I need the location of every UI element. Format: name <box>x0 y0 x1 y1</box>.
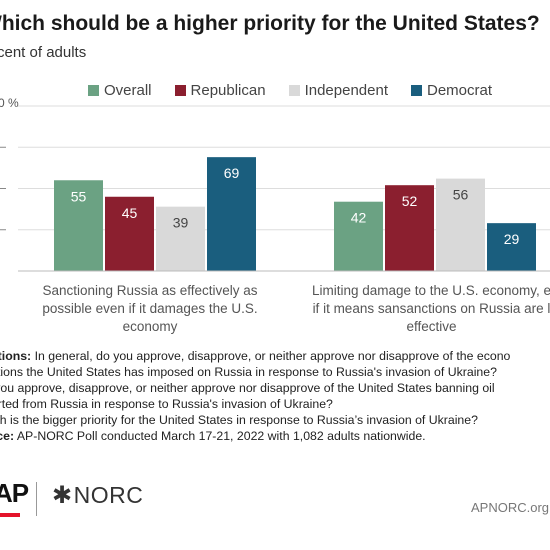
norc-logo: ✱ NORC <box>52 481 143 510</box>
bar-value-label: 45 <box>122 205 138 221</box>
legend-item-independent: Independent <box>288 82 388 99</box>
ap-logo: AP <box>0 478 29 508</box>
bar <box>436 178 485 271</box>
bar <box>487 223 536 271</box>
bar <box>156 206 205 271</box>
source-label: urce: <box>0 429 15 443</box>
bar-value-label: 42 <box>351 210 367 226</box>
norc-star-icon: ✱ <box>52 482 73 509</box>
bar-value-label: 29 <box>504 231 520 247</box>
source-line: urce: AP-NORC Poll conducted March 17-21… <box>0 428 550 444</box>
bar-value-label: 39 <box>173 215 189 231</box>
questions-label: estions: <box>0 349 32 363</box>
notes-line: nctions the United States has imposed on… <box>0 365 497 379</box>
chart-subtitle: rcent of adults <box>0 44 87 61</box>
legend-label: Republican <box>190 82 266 99</box>
bar <box>105 196 154 271</box>
source-text: AP-NORC Poll conducted March 17-21, 2022… <box>14 429 426 443</box>
chart-notes: estions: In general, do you approve, dis… <box>0 348 550 444</box>
bar-value-label: 69 <box>224 165 240 181</box>
legend-item-republican: Republican <box>174 82 266 99</box>
chart-title: Which should be a higher priority for th… <box>0 12 540 35</box>
category-label: Sanctioning Russia as effectively as pos… <box>42 283 258 334</box>
legend-swatch <box>88 85 99 96</box>
bar <box>385 185 434 271</box>
legend-swatch <box>174 85 186 96</box>
y-tick-label: 0 % <box>0 96 19 110</box>
notes-line: ported from Russia in response to Russia… <box>0 397 333 411</box>
bar-value-label: 52 <box>402 193 418 209</box>
notes-line: o you approve, disapprove, or neither ap… <box>0 381 495 395</box>
legend-item-democrat: Democrat <box>411 82 492 99</box>
legend-swatch <box>288 85 300 96</box>
bar <box>54 180 103 271</box>
legend-item-overall: Overall <box>88 82 152 99</box>
notes-text: In general, do you approve, disapprove, … <box>31 349 511 363</box>
bar-value-label: 56 <box>453 187 469 203</box>
norc-logo-text: NORC <box>73 482 144 508</box>
chart-legend: Overall Republican Independent Democrat <box>88 82 515 99</box>
bar-value-label: 55 <box>71 188 87 204</box>
ap-logo-bar <box>0 513 20 517</box>
site-link[interactable]: APNORC.org <box>471 500 550 515</box>
bar <box>207 157 256 271</box>
notes-line: hich is the bigger priority for the Unit… <box>0 413 478 427</box>
legend-swatch <box>411 85 422 96</box>
legend-label: Democrat <box>427 82 493 99</box>
bar <box>334 201 383 271</box>
logo-divider <box>36 482 37 516</box>
category-label: Limiting damage to the U.S. economy, e i… <box>311 283 550 334</box>
notes-line: estions: In general, do you approve, dis… <box>0 348 550 364</box>
legend-label: Overall <box>104 82 152 99</box>
legend-label: Independent <box>304 82 388 99</box>
